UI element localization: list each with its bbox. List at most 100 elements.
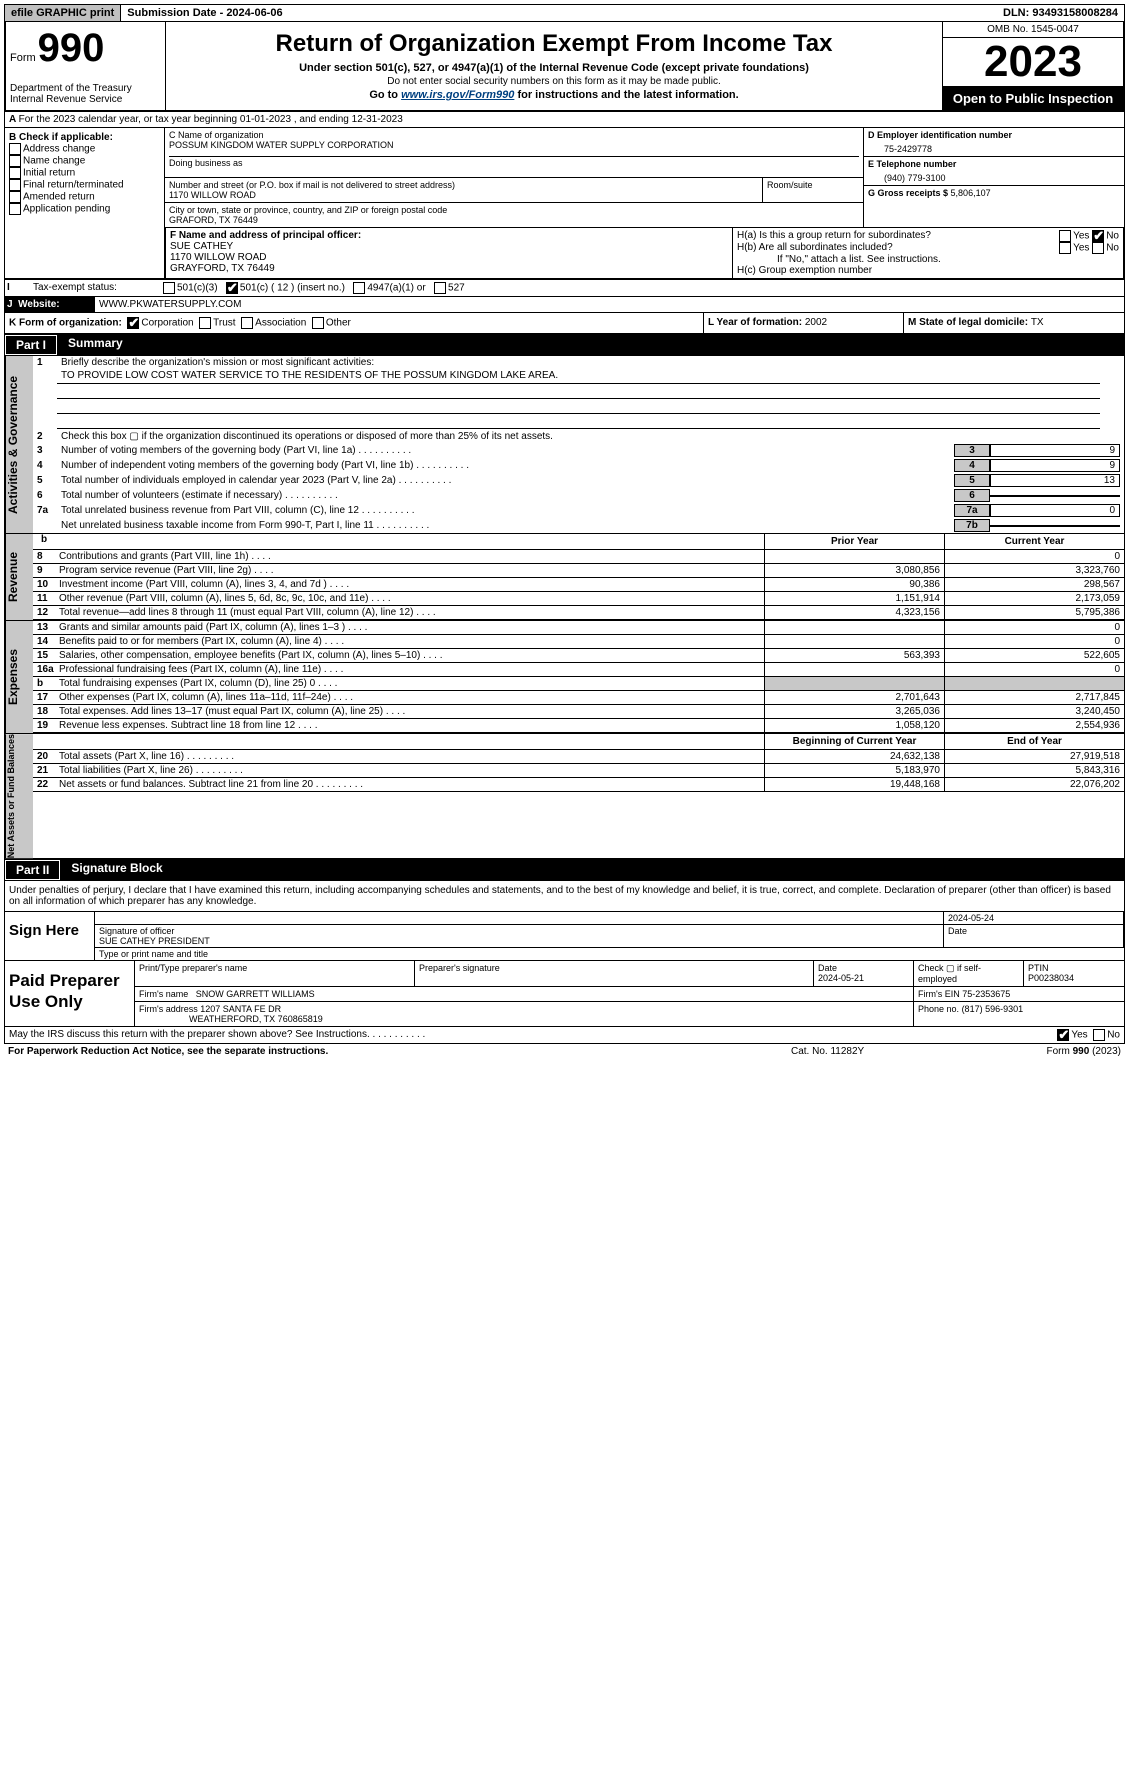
part1-header: Part I Summary — [4, 334, 1125, 356]
gov-row: 4Number of independent voting members of… — [33, 458, 1124, 473]
sub-line-2: Do not enter social security numbers on … — [170, 76, 938, 87]
table-row: 21Total liabilities (Part X, line 26) . … — [33, 764, 1124, 778]
line-a: A For the 2023 calendar year, or tax yea… — [4, 112, 1125, 128]
cb-ha-yes[interactable] — [1059, 230, 1071, 242]
cb-501c[interactable] — [226, 282, 238, 294]
rev-side-label: Revenue — [5, 534, 33, 620]
footer: For Paperwork Reduction Act Notice, see … — [4, 1044, 1125, 1059]
cb-addr-change[interactable] — [9, 143, 21, 155]
f-lbl: F Name and address of principal officer: — [170, 230, 728, 241]
form-number: 990 — [38, 26, 105, 71]
b-label: B Check if applicable: — [9, 132, 160, 143]
omb-number: OMB No. 1545-0047 — [943, 22, 1123, 38]
ein-lbl: D Employer identification number — [864, 128, 1124, 142]
cb-501c3[interactable] — [163, 282, 175, 294]
cb-name-change[interactable] — [9, 155, 21, 167]
cb-corp[interactable] — [127, 317, 139, 329]
submission-date: Submission Date - 2024-06-06 — [121, 5, 997, 21]
table-row: 17Other expenses (Part IX, column (A), l… — [33, 691, 1124, 705]
table-row: 15Salaries, other compensation, employee… — [33, 649, 1124, 663]
preparer-area: Paid Preparer Use Only Print/Type prepar… — [4, 961, 1125, 1027]
gov-row: 7aTotal unrelated business revenue from … — [33, 503, 1124, 518]
table-row: 13Grants and similar amounts paid (Part … — [33, 621, 1124, 635]
gov-row: 3Number of voting members of the governi… — [33, 443, 1124, 458]
mission-text: TO PROVIDE LOW COST WATER SERVICE TO THE… — [57, 370, 1100, 384]
form-title: Return of Organization Exempt From Incom… — [170, 30, 938, 58]
form-label: Form — [10, 52, 36, 64]
sig-intro: Under penalties of perjury, I declare th… — [4, 881, 1125, 912]
table-row: 20Total assets (Part X, line 16) . . . .… — [33, 750, 1124, 764]
irs-discuss: May the IRS discuss this return with the… — [4, 1027, 1125, 1044]
table-row: 8Contributions and grants (Part VIII, li… — [33, 550, 1124, 564]
table-row: 19Revenue less expenses. Subtract line 1… — [33, 719, 1124, 733]
city-lbl: City or town, state or province, country… — [169, 205, 859, 215]
cb-other[interactable] — [312, 317, 324, 329]
gov-row: 2Check this box ▢ if the organization di… — [33, 430, 1124, 443]
f-addr2: GRAYFORD, TX 76449 — [170, 263, 728, 274]
cb-ha-no[interactable] — [1092, 230, 1104, 242]
hc-lbl: H(c) Group exemption number — [737, 265, 1119, 276]
row-j: J Website: WWW.PKWATERSUPPLY.COM — [4, 297, 1125, 313]
topbar: efile GRAPHIC print Submission Date - 20… — [4, 4, 1125, 22]
na-side-label: Net Assets or Fund Balances — [5, 734, 33, 858]
table-row: 14Benefits paid to or for members (Part … — [33, 635, 1124, 649]
cb-discuss-yes[interactable] — [1057, 1029, 1069, 1041]
gov-row: 6Total number of volunteers (estimate if… — [33, 488, 1124, 503]
row-k: K Form of organization: Corporation Trus… — [4, 313, 1125, 334]
table-row: 12Total revenue—add lines 8 through 11 (… — [33, 606, 1124, 620]
cb-hb-no[interactable] — [1092, 242, 1104, 254]
cb-trust[interactable] — [199, 317, 211, 329]
addr: 1170 WILLOW ROAD — [169, 190, 758, 200]
form-header: Form 990 Department of the Treasury Inte… — [4, 22, 1125, 112]
table-row: 16aProfessional fundraising fees (Part I… — [33, 663, 1124, 677]
cb-hb-yes[interactable] — [1059, 242, 1071, 254]
efile-button[interactable]: efile GRAPHIC print — [5, 5, 121, 21]
hb-lbl: H(b) Are all subordinates included? — [737, 242, 1059, 254]
cb-app-pending[interactable] — [9, 203, 21, 215]
table-row: 10Investment income (Part VIII, column (… — [33, 578, 1124, 592]
dba-lbl: Doing business as — [169, 156, 859, 168]
f-addr1: 1170 WILLOW ROAD — [170, 252, 728, 263]
table-row: 9Program service revenue (Part VIII, lin… — [33, 564, 1124, 578]
cb-discuss-no[interactable] — [1093, 1029, 1105, 1041]
f-name: SUE CATHEY — [170, 241, 728, 252]
phone-lbl: E Telephone number — [864, 157, 1124, 171]
row-i: I Tax-exempt status: 501(c)(3) 501(c) ( … — [4, 279, 1125, 297]
section-bcd: B Check if applicable: Address change Na… — [4, 128, 1125, 279]
netassets-area: Net Assets or Fund Balances Beginning of… — [4, 734, 1125, 859]
table-row: 18Total expenses. Add lines 13–17 (must … — [33, 705, 1124, 719]
website: WWW.PKWATERSUPPLY.COM — [95, 297, 1124, 312]
dept-label: Department of the Treasury Internal Reve… — [10, 83, 161, 105]
gov-row: Net unrelated business taxable income fr… — [33, 518, 1124, 533]
cb-assoc[interactable] — [241, 317, 253, 329]
expenses-area: Expenses 13Grants and similar amounts pa… — [4, 621, 1125, 734]
ein: 75-2429778 — [864, 142, 1124, 157]
hb-note: If "No," attach a list. See instructions… — [737, 254, 1119, 265]
table-row: 22Net assets or fund balances. Subtract … — [33, 778, 1124, 792]
tax-year: 2023 — [943, 38, 1123, 87]
c-name-lbl: C Name of organization — [169, 130, 859, 140]
sub-line-1: Under section 501(c), 527, or 4947(a)(1)… — [170, 62, 938, 74]
cb-final[interactable] — [9, 179, 21, 191]
gov-side-label: Activities & Governance — [5, 356, 33, 533]
governance-area: Activities & Governance 1Briefly describ… — [4, 356, 1125, 534]
cb-4947[interactable] — [353, 282, 365, 294]
revenue-area: Revenue bPrior YearCurrent Year 8Contrib… — [4, 534, 1125, 621]
room-lbl: Room/suite — [763, 178, 863, 202]
addr-lbl: Number and street (or P.O. box if mail i… — [169, 180, 758, 190]
gross: G Gross receipts $ 5,806,107 — [864, 186, 1124, 200]
sub3-pre: Go to — [369, 89, 401, 101]
gov-row: 5Total number of individuals employed in… — [33, 473, 1124, 488]
sign-here-area: Sign Here 2024-05-24 Signature of office… — [4, 912, 1125, 961]
inspection-badge: Open to Public Inspection — [943, 87, 1123, 110]
ha-lbl: H(a) Is this a group return for subordin… — [737, 230, 1059, 242]
table-row: bTotal fundraising expenses (Part IX, co… — [33, 677, 1124, 691]
irs-link[interactable]: www.irs.gov/Form990 — [401, 89, 514, 101]
dln: DLN: 93493158008284 — [997, 5, 1124, 21]
table-row: 11Other revenue (Part VIII, column (A), … — [33, 592, 1124, 606]
cb-initial[interactable] — [9, 167, 21, 179]
cb-527[interactable] — [434, 282, 446, 294]
org-name: POSSUM KINGDOM WATER SUPPLY CORPORATION — [169, 140, 859, 150]
phone: (940) 779-3100 — [864, 171, 1124, 186]
cb-amended[interactable] — [9, 191, 21, 203]
